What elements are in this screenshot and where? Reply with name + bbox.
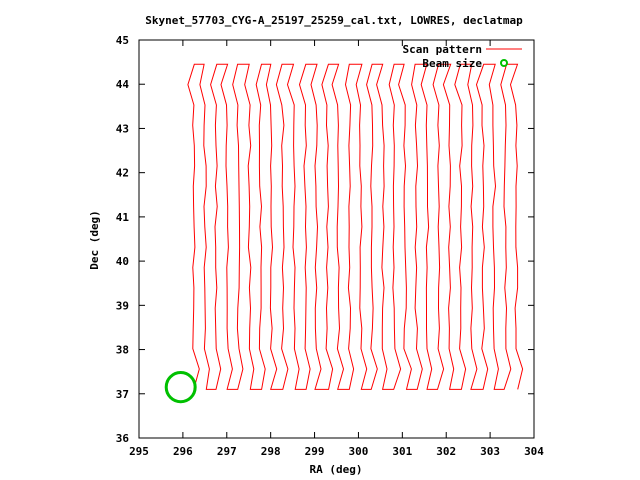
x-tick-label: 301: [392, 445, 412, 458]
y-axis-tick-labels: 36 37 38 39 40 41 42 43 44 45: [116, 34, 130, 445]
y-tick-label: 37: [116, 388, 129, 401]
y-tick-label: 39: [116, 299, 129, 312]
plot-frame: [138, 39, 535, 439]
y-tick-label: 40: [116, 255, 129, 268]
y-tick-label: 45: [116, 34, 129, 47]
beam-size-circle: [164, 371, 197, 404]
x-tick-label: 303: [480, 445, 500, 458]
x-tick-label: 300: [349, 445, 369, 458]
y-tick-label: 42: [116, 167, 129, 180]
y-tick-label: 38: [116, 344, 129, 357]
x-tick-label: 295: [129, 445, 149, 458]
x-axis-label: RA (deg): [310, 463, 363, 476]
chart-title: Skynet_57703_CYG-A_25197_25259_cal.txt, …: [145, 14, 523, 27]
x-tick-label: 304: [524, 445, 544, 458]
legend-label-scan: Scan pattern: [403, 43, 482, 56]
scan-pattern-line: [187, 63, 524, 390]
y-axis-label: Dec (deg): [88, 210, 101, 270]
legend-label-beam: Beam size: [422, 57, 482, 70]
y-tick-label: 44: [116, 78, 130, 91]
x-tick-label: 302: [436, 445, 456, 458]
series-layer: [164, 63, 524, 404]
y-tick-label: 36: [116, 432, 130, 445]
axis-ticks: [138, 39, 535, 439]
y-tick-label: 43: [116, 122, 129, 135]
x-tick-label: 297: [217, 445, 237, 458]
y-tick-label: 41: [116, 211, 130, 224]
legend-swatch-beam: [500, 59, 508, 67]
legend: Scan pattern Beam size: [403, 43, 522, 70]
x-tick-label: 298: [261, 445, 281, 458]
x-axis-tick-labels: 295 296 297 298 299 300 301 302 303 304: [129, 445, 544, 458]
x-tick-label: 296: [173, 445, 193, 458]
x-tick-label: 299: [305, 445, 325, 458]
